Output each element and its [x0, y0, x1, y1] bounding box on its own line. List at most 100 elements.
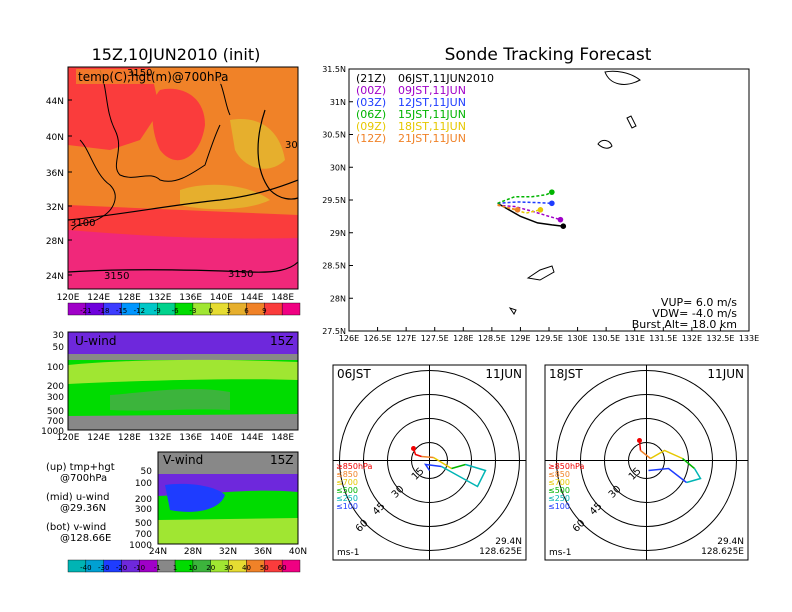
- tracking-legend-time: 06JST,11JUN2010: [398, 72, 494, 85]
- hodograph-pressure-label: ≤500: [548, 486, 570, 495]
- contour-label-3: 3150: [104, 271, 129, 282]
- v-wind-x-ticks: 24N 28N 32N 36N 40N: [149, 547, 307, 557]
- tracking-lon-label: 131E: [625, 334, 645, 343]
- u-wind-x-tick-label: 132E: [149, 433, 172, 443]
- vdw-text: VDW= -4.0 m/s: [652, 307, 737, 320]
- u-wind-time: 15Z: [270, 334, 294, 348]
- wind-colorbar-label: 40: [242, 564, 251, 572]
- hodograph-lon: 128.625E: [479, 547, 522, 557]
- tracking-legend-time: 18JST,11JUN: [398, 120, 466, 133]
- init-lat-tick-label: 24N: [46, 272, 64, 282]
- wind-colorbar: -40 -30 -20 -10 -1 1 10 20 30 40 50 60: [67, 559, 301, 573]
- hodograph-pressure-label: ≥850hPa: [336, 462, 373, 471]
- tracking-lat-label: 27.5N: [322, 327, 346, 336]
- wind-colorbar-label: 60: [278, 564, 287, 572]
- cool-region-ne: [230, 119, 285, 169]
- u-wind-y-tick-label: 700: [47, 417, 64, 427]
- wind-colorbar-swatch: [281, 559, 301, 573]
- u-wind-x-ticks: 120E 124E 128E 132E 136E 140E 144E 148E: [57, 433, 295, 443]
- desc-mid-b: @29.36N: [60, 503, 106, 514]
- track-line: [497, 203, 541, 214]
- panel-description: (up) tmp+hgt @700hPa (mid) u-wind @29.36…: [46, 462, 115, 544]
- hodograph-time: 18JST: [549, 367, 583, 381]
- tracking-lat-label: 31.5N: [322, 65, 346, 74]
- init-lat-ticks: 44N 40N 36N 32N 28N 24N: [46, 97, 72, 282]
- u-wind-y-tick-label: 50: [53, 343, 65, 353]
- v-wind-x-tick-label: 36N: [254, 547, 272, 557]
- tracking-legend-time: 12JST,11JUN: [398, 96, 466, 109]
- u-wind-y-tick-label: 100: [47, 363, 64, 373]
- colorbar-label: -21: [80, 307, 91, 315]
- init-lon-tick-label: 120E: [57, 293, 80, 303]
- colorbar-swatch: [264, 302, 283, 316]
- u-wind-lower-band: [68, 414, 298, 430]
- warm-region-nw: [68, 67, 160, 150]
- hodograph-date: 11JUN: [485, 367, 522, 381]
- track-line: [497, 191, 553, 204]
- hodograph-lon: 128.625E: [701, 547, 744, 557]
- vup-text: VUP= 6.0 m/s: [661, 296, 737, 309]
- hodograph-date: 11JUN: [707, 367, 744, 381]
- v-wind-x-tick-label: 28N: [184, 547, 202, 557]
- init-label-bg: [76, 69, 236, 84]
- u-wind-band-gray: [68, 354, 298, 360]
- track-line: [497, 204, 518, 211]
- u-wind-upper-band: [68, 332, 298, 354]
- u-wind-y-tick-label: 500: [47, 407, 64, 417]
- tracking-legend-tag: (12Z): [356, 132, 386, 145]
- tracking-lat-label: 28N: [330, 294, 346, 303]
- wind-colorbar-label: 10: [188, 564, 197, 572]
- tracking-lat-ticks: 31.5N 31N 30.5N 30N 29.5N 29N 28.5N 28N 27.5N: [322, 65, 353, 336]
- tracking-lon-label: 129E: [510, 334, 530, 343]
- hodograph-trace: [421, 455, 434, 459]
- v-wind-y-tick-label: 200: [135, 495, 152, 505]
- v-wind-y-tick-label: 700: [135, 530, 152, 540]
- tracking-lon-label: 127.5E: [421, 334, 449, 343]
- hodograph-trace: [682, 457, 695, 470]
- u-wind-band-darkgreen: [110, 388, 230, 411]
- u-wind-y-tick-label: 300: [47, 393, 64, 403]
- track-endpoint: [537, 207, 544, 213]
- init-label: temp(C),hgt(m)@700hPa: [78, 70, 229, 84]
- tracking-legend-tag: (21Z): [356, 72, 386, 85]
- init-title: 15Z,10JUN2010 (init): [92, 45, 261, 64]
- hot-region-south: [68, 230, 298, 289]
- tracking-lines: [497, 189, 567, 229]
- init-lon-tick-label: 132E: [149, 293, 172, 303]
- v-wind-label: V-wind: [163, 453, 203, 467]
- coastline-japan: [99, 69, 221, 182]
- tracking-frame: [348, 68, 750, 332]
- track-endpoint: [560, 223, 567, 229]
- coastline-korea-china: [71, 139, 116, 231]
- hodograph-trace: [686, 468, 702, 484]
- init-lat-tick-label: 36N: [46, 169, 64, 179]
- u-wind-y-tick-label: 200: [47, 382, 64, 392]
- init-lon-tick-label: 148E: [271, 293, 294, 303]
- island-amami: [526, 265, 555, 281]
- colorbar-label: -3: [189, 307, 196, 315]
- hodograph-lat: 29.4N: [495, 537, 522, 547]
- hodograph-pressure-label: ≤250: [336, 494, 358, 503]
- hodograph-pressure-label: ≤700: [336, 478, 358, 487]
- colorbar-label: -9: [154, 307, 161, 315]
- hodograph-trace: [423, 463, 442, 471]
- init-lon-tick-label: 140E: [210, 293, 233, 303]
- u-wind-x-tick-label: 136E: [179, 433, 202, 443]
- tracking-lat-label: 29.5N: [322, 196, 346, 205]
- init-lon-tick-label: 136E: [179, 293, 202, 303]
- init-lat-tick-label: 40N: [46, 133, 64, 143]
- hodograph-pressure-label: ≤100: [336, 502, 358, 511]
- tracking-panel: Sonde Tracking Forecast 31.5N 31N 30.5N 30N…: [322, 45, 759, 343]
- track-line: [497, 202, 564, 227]
- wind-colorbar-label: -30: [98, 564, 109, 572]
- hodograph-pressure-label: ≤850: [548, 470, 570, 479]
- init-lat-tick-label: 44N: [46, 97, 64, 107]
- tracking-lon-ticks: 126E 126.5E 127E 127.5E 128E 128.5E 129E 129.5E…: [339, 327, 759, 343]
- tracking-lon-label: 128.5E: [478, 334, 506, 343]
- v-wind-blue-core: [165, 483, 225, 512]
- init-lon-tick-label: 124E: [87, 293, 110, 303]
- temperature-colorbar: -21 -18 -15 -12 -9 -6 -3 0 3 6 9: [67, 302, 301, 316]
